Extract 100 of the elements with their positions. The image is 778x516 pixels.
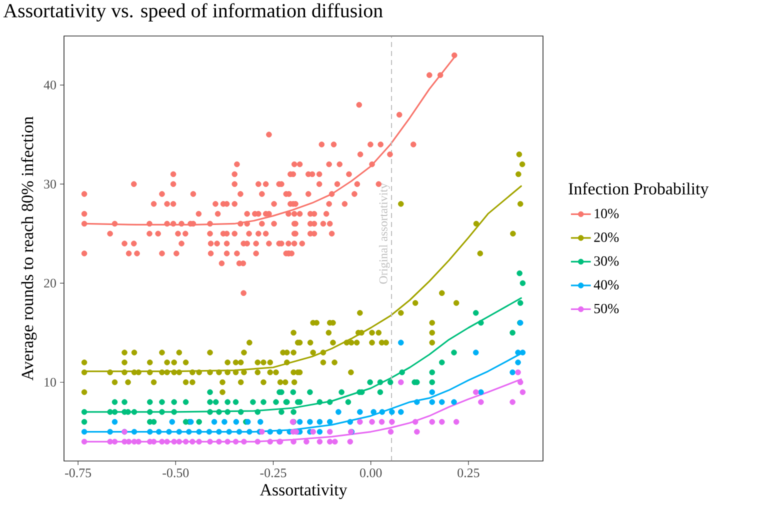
point (259, 428, 265, 435)
point (159, 438, 165, 445)
point (196, 428, 202, 435)
point (389, 409, 395, 415)
point (233, 418, 240, 425)
point (389, 418, 395, 425)
point (357, 418, 363, 425)
point (257, 418, 264, 425)
point (472, 350, 479, 356)
point (453, 418, 460, 425)
point (207, 438, 213, 445)
point (222, 418, 228, 425)
x-tick-label: -0.25 (260, 468, 286, 478)
point (429, 418, 436, 425)
point (369, 418, 375, 425)
point (186, 428, 192, 435)
y-tick-label: 40 (44, 80, 56, 90)
point (81, 438, 88, 445)
point (412, 418, 418, 425)
point (107, 428, 113, 435)
point (310, 428, 316, 435)
point (326, 418, 333, 425)
point (226, 428, 232, 435)
point (520, 389, 526, 396)
point (211, 418, 218, 425)
point (510, 369, 516, 376)
point (156, 428, 162, 435)
legend-title: Infection Probability (568, 182, 709, 198)
point (515, 369, 521, 376)
point (347, 418, 354, 425)
point (347, 438, 354, 445)
point (336, 409, 342, 415)
point (316, 428, 323, 435)
point (414, 428, 420, 435)
point (438, 399, 445, 405)
legend-label: 40% (594, 280, 619, 290)
point (169, 418, 176, 425)
point (131, 428, 138, 435)
point (316, 438, 323, 445)
y-axis-title: Average rounds to reach 80% infection (21, 116, 37, 381)
point (398, 340, 404, 346)
point (146, 428, 153, 435)
point (290, 438, 296, 445)
y-tick-label: 20 (44, 278, 56, 288)
point (438, 418, 445, 425)
point (190, 438, 196, 445)
point (370, 409, 376, 415)
y-tick-label: 10 (44, 378, 56, 387)
x-tick-label: 0.25 (458, 468, 480, 478)
point (276, 428, 282, 435)
x-tick-label: -0.75 (65, 468, 92, 478)
y-tick-label: 30 (44, 180, 56, 188)
point (107, 438, 113, 445)
point (478, 399, 484, 405)
point (267, 438, 274, 445)
point (112, 438, 118, 445)
point (254, 438, 261, 445)
point (307, 418, 313, 425)
point (326, 438, 333, 445)
point (246, 428, 252, 435)
chart-title: Assortativity vs. speed of information diffusion (3, 3, 383, 22)
point (398, 409, 404, 415)
point (517, 379, 524, 386)
point (379, 409, 386, 415)
point (232, 438, 239, 445)
point (136, 438, 142, 445)
point (224, 438, 230, 445)
point (357, 409, 363, 415)
point (182, 438, 189, 445)
point (196, 438, 202, 445)
point (515, 350, 521, 356)
legend-label: 10% (594, 208, 619, 218)
point (112, 418, 118, 425)
point (326, 428, 333, 435)
point (520, 350, 526, 356)
point (176, 438, 182, 445)
point (267, 428, 274, 435)
point (478, 389, 484, 396)
point (398, 379, 404, 386)
legend-label: 50% (594, 304, 619, 314)
point (164, 438, 170, 445)
point (472, 389, 479, 396)
point (515, 360, 521, 366)
point (378, 418, 385, 425)
point (332, 438, 338, 445)
point (414, 399, 420, 405)
point (451, 399, 457, 405)
point (388, 428, 394, 435)
legend-label: 20% (594, 232, 619, 242)
ref-line-label: Original assortativity (378, 183, 390, 284)
point (429, 399, 436, 405)
x-tick-label: -0.50 (162, 468, 189, 478)
x-axis-title: Assortativity (260, 484, 348, 500)
point (510, 399, 516, 405)
point (241, 438, 247, 445)
point (236, 428, 242, 435)
x-tick-label: 0.00 (360, 468, 382, 478)
point (216, 438, 222, 445)
point (304, 438, 310, 445)
point (81, 428, 88, 435)
